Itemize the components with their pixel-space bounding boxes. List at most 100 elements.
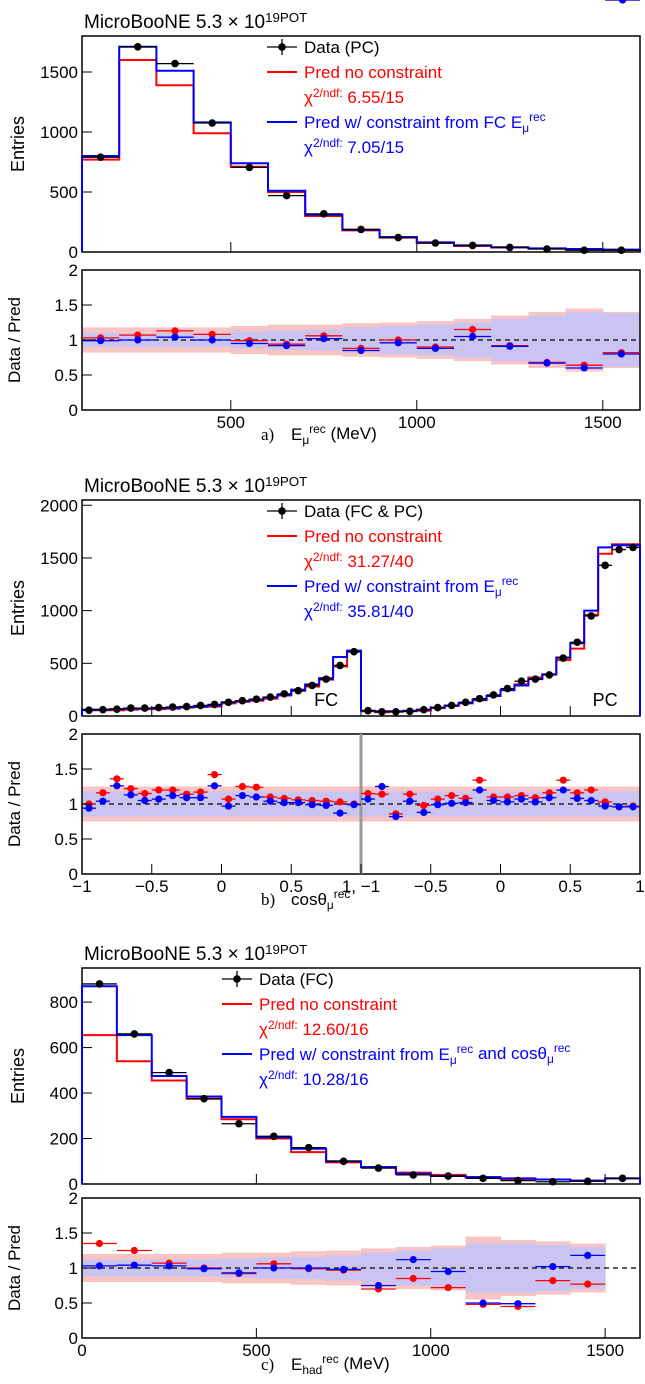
data-point [127, 704, 135, 712]
ratio-point-blue [573, 794, 581, 803]
data-point [580, 246, 588, 254]
ratio-point-blue [283, 342, 291, 350]
data-point [99, 705, 107, 714]
y-tick-label: 0 [69, 1175, 78, 1194]
ratio-point-blue [266, 797, 274, 805]
ratio-point-blue [378, 782, 386, 791]
ratio-panel: 0 0.5 1 1.5 2 Data / Pred −1 −0.5 0 0.5 1, −1 −0.5 0… [5, 725, 645, 912]
ratio-point-red [171, 327, 179, 335]
x-tick-label: 1000 [412, 1341, 450, 1360]
ratio-point-blue [308, 801, 316, 809]
ratio-point-blue [545, 794, 553, 802]
data-point [357, 225, 365, 234]
ratio-point-blue [506, 342, 514, 350]
chart-panel-1: MicroBooNE 5.3 × 1019POT050010001500Entr… [5, 10, 641, 447]
region-label-pc: PC [593, 690, 618, 710]
data-point [364, 706, 372, 715]
ratio-point-blue [224, 802, 233, 810]
ratio-y-axis-label: Data / Pred [5, 761, 24, 847]
y-tick-label: 0 [69, 243, 78, 262]
ratio-point-blue [113, 782, 121, 790]
uncertainty-band-blue [388, 791, 404, 817]
ratio-point-blue [406, 797, 414, 805]
x-tick-label: −0.5 [135, 877, 169, 896]
ratio-point-blue [183, 794, 191, 802]
legend-label: χ2/ndf: 10.28/16 [259, 1068, 369, 1089]
ratio-point-blue [320, 335, 328, 343]
data-point [252, 695, 261, 703]
ratio-point-blue [584, 1251, 592, 1259]
ratio-point-red [434, 795, 442, 803]
data-point [308, 681, 316, 690]
data-point [154, 703, 163, 712]
legend-label: χ2/ndf: 31.27/40 [304, 550, 414, 571]
ratio-y-tick-label: 0.5 [54, 366, 78, 385]
uncertainty-band-blue [361, 791, 376, 817]
y-tick-label: 400 [50, 1084, 78, 1103]
ratio-point-red [469, 325, 477, 334]
x-tick-label: 1500 [584, 413, 622, 432]
uncertainty-band-blue [235, 791, 250, 817]
ratio-y-tick-label: 1 [69, 331, 78, 350]
ratio-y-axis-label: Data / Pred [5, 1225, 24, 1311]
data-point [573, 638, 582, 647]
data-point [543, 245, 551, 253]
x-tick-label: 0 [496, 877, 505, 896]
ratio-point-blue [543, 359, 551, 367]
ratio-point-blue [617, 350, 626, 358]
data-point [409, 1171, 418, 1179]
ratio-point-blue [517, 795, 526, 803]
ratio-point-red [475, 776, 484, 784]
ratio-point-red [559, 776, 567, 784]
ratio-point-red [196, 788, 205, 796]
ratio-point-red [169, 786, 177, 794]
ratio-point-red [378, 790, 386, 798]
ratio-point-red [127, 785, 135, 793]
ratio-point-blue [130, 1261, 138, 1269]
data-point [165, 1068, 173, 1077]
uncertainty-band-blue [207, 791, 222, 817]
legend-marker [278, 507, 286, 515]
data-point [224, 698, 233, 707]
ratio-point-blue [364, 795, 372, 803]
ratio-point-blue [252, 793, 260, 801]
ratio-point-blue [475, 786, 484, 794]
data-point [208, 119, 216, 127]
ratio-point-blue [97, 337, 105, 345]
ratio-point-blue [444, 1267, 452, 1276]
legend-label: χ2/ndf: 12.60/16 [259, 1018, 369, 1039]
ratio-point-blue [141, 796, 149, 805]
data-point [583, 1177, 592, 1186]
ratio-point-blue [587, 796, 595, 805]
ratio-y-tick-label: 0.5 [54, 1294, 78, 1313]
ratio-y-tick-label: 0 [69, 865, 78, 884]
legend-label: Data (FC & PC) [304, 502, 423, 521]
legend-marker [278, 43, 286, 51]
data-point [629, 543, 637, 552]
ratio-y-tick-label: 2 [69, 261, 78, 280]
legend-label: Pred w/ constraint from Eμrec and cosθμr… [259, 1041, 570, 1067]
data-point [479, 1174, 487, 1183]
chart-header: MicroBooNE 5.3 × 1019POT [84, 10, 307, 33]
ratio-point-blue [127, 791, 135, 799]
data-point [549, 1177, 557, 1186]
ratio-point-blue [559, 786, 567, 794]
chart-header: MicroBooNE 5.3 × 1019POT [84, 942, 307, 965]
x-tick-label: 500 [217, 413, 245, 432]
data-point [517, 677, 526, 686]
ratio-point-blue [392, 813, 400, 821]
y-axis-label: Entries [8, 580, 28, 636]
y-tick-label: 500 [50, 654, 78, 673]
data-point [238, 696, 247, 705]
ratio-point-blue [171, 333, 179, 341]
ratio-point-blue [235, 1269, 243, 1277]
ratio-point-red [141, 789, 149, 798]
y-tick-label: 0 [69, 707, 78, 726]
x-axis-label: Ehadrec (MeV) [291, 1352, 390, 1377]
data-point [559, 654, 568, 662]
panel-letter: b) [261, 890, 275, 909]
ratio-y-tick-label: 1.5 [54, 760, 78, 779]
data-point [392, 707, 400, 716]
ratio-point-blue [503, 798, 512, 806]
data-point [339, 1157, 348, 1166]
